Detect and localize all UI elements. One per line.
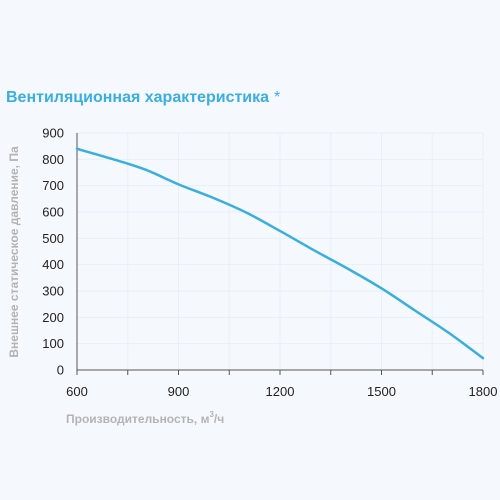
grid	[76, 132, 484, 371]
y-tick-label: 500	[42, 231, 64, 246]
y-tick-label: 900	[42, 126, 64, 141]
series-line	[75, 147, 485, 360]
y-tick-label: 0	[57, 363, 64, 378]
y-tick-label: 300	[42, 284, 64, 299]
y-tick-label: 600	[42, 205, 64, 220]
x-axis-title: Производительность, м3/ч	[66, 410, 224, 426]
y-tick-label: 400	[42, 257, 64, 272]
title-asterisk: *	[274, 89, 281, 106]
y-tick-label: 800	[42, 152, 64, 167]
x-tick-label: 1500	[367, 384, 396, 399]
chart-title: Вентиляционная характеристика *	[6, 89, 281, 106]
x-tick-label: 600	[66, 384, 88, 399]
y-tick-labels: 0 100 200 300 400 500 600 700 800 900	[42, 126, 64, 378]
x-tick-labels: 600 900 1200 1500 1800	[66, 384, 497, 399]
x-tick-label: 900	[168, 384, 190, 399]
x-tick-label: 1200	[266, 384, 295, 399]
y-tick-label: 100	[42, 336, 64, 351]
y-axis-title: Внешнее статическое давление, Па	[7, 146, 21, 358]
axes	[76, 133, 484, 375]
y-tick-label: 700	[42, 178, 64, 193]
y-tick-label: 200	[42, 310, 64, 325]
x-tick-label: 1800	[469, 384, 498, 399]
